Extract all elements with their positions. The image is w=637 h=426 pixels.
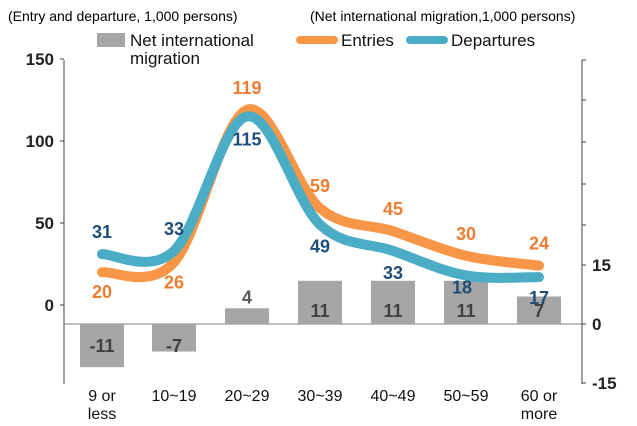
right-tick-label: -15 (592, 374, 617, 393)
bars-net-migration (80, 280, 561, 368)
departures-label: 33 (383, 263, 403, 283)
category-label: 10~19 (152, 388, 197, 405)
net-migration-bar (444, 280, 488, 324)
category-label: 9 or less (88, 388, 117, 423)
net-migration-label: 11 (383, 301, 402, 321)
entries-label: 45 (383, 199, 403, 219)
entries-label: 20 (92, 282, 112, 302)
departures-label: 18 (452, 277, 472, 297)
left-tick-label: 0 (45, 296, 54, 315)
entries-line (97, 104, 544, 283)
net-migration-bar (225, 308, 269, 324)
legend-label-net-migration: Net international migration (130, 31, 259, 68)
net-migration-bar (517, 296, 561, 324)
category-label: 60 or more (521, 388, 558, 423)
net-migration-bar (80, 324, 124, 368)
net-migration-bar (152, 324, 196, 352)
legend-label-entries: Entries (341, 31, 394, 50)
departures-line (97, 111, 544, 283)
net-migration-label: 11 (456, 301, 475, 321)
net-migration-label: 11 (310, 301, 329, 321)
right-tick-label: 15 (592, 256, 611, 275)
net-migration-label: -7 (166, 336, 182, 356)
left-tick-label: 150 (26, 50, 54, 69)
departures-label: 115 (232, 129, 261, 149)
net-migration-bar (371, 280, 415, 324)
category-label-line: 20~29 (225, 388, 270, 405)
category-label-line: more (521, 406, 558, 423)
category-label-line: 10~19 (152, 388, 197, 405)
category-label: 20~29 (225, 388, 270, 405)
legend-swatch-net-migration (97, 33, 125, 47)
entries-label: 24 (529, 234, 549, 254)
category-label-line: 30~39 (298, 388, 343, 405)
net-migration-bar (298, 280, 342, 324)
departures-label: 33 (164, 219, 184, 239)
entries-label: 119 (232, 78, 261, 98)
departures-label: 17 (529, 288, 549, 308)
category-label-line: less (88, 406, 116, 423)
category-label-line: 9 or (88, 388, 116, 405)
entries-label: 59 (310, 176, 330, 196)
category-label-line: 40~49 (371, 388, 416, 405)
category-labels: 9 or less 10~19 20~29 30~39 40~49 50~59 60 or mo… (88, 388, 558, 423)
legend-label-net-migration-line1: Net international (130, 31, 254, 50)
category-label-line: 60 or (521, 388, 558, 405)
entries-label: 30 (456, 224, 476, 244)
departures-label: 31 (92, 222, 112, 242)
data-labels: -11 -7 4 11 11 11 7 20 26 119 59 45 30 24 31 33 115 49 33 1… (89, 78, 549, 356)
left-axis-title: (Entry and departure, 1,000 persons) (8, 8, 238, 24)
entries-label: 26 (164, 272, 184, 292)
departures-label: 49 (310, 237, 330, 257)
net-migration-label: -11 (89, 336, 114, 356)
net-migration-label: 4 (242, 287, 252, 307)
left-tick-label: 50 (35, 214, 54, 233)
legend: Net international migration Entries Depa… (97, 31, 535, 68)
category-label: 30~39 (298, 388, 343, 405)
legend-label-departures: Departures (451, 31, 535, 50)
net-migration-label: 7 (534, 301, 544, 321)
category-label: 50~59 (444, 388, 489, 405)
right-tick-label: 0 (592, 315, 601, 334)
legend-label-net-migration-line2: migration (130, 49, 200, 68)
category-label: 40~49 (371, 388, 416, 405)
left-tick-label: 100 (26, 132, 54, 151)
lines (97, 104, 544, 283)
category-label-line: 50~59 (444, 388, 489, 405)
right-axis-title: (Net international migration,1,000 perso… (310, 8, 575, 24)
